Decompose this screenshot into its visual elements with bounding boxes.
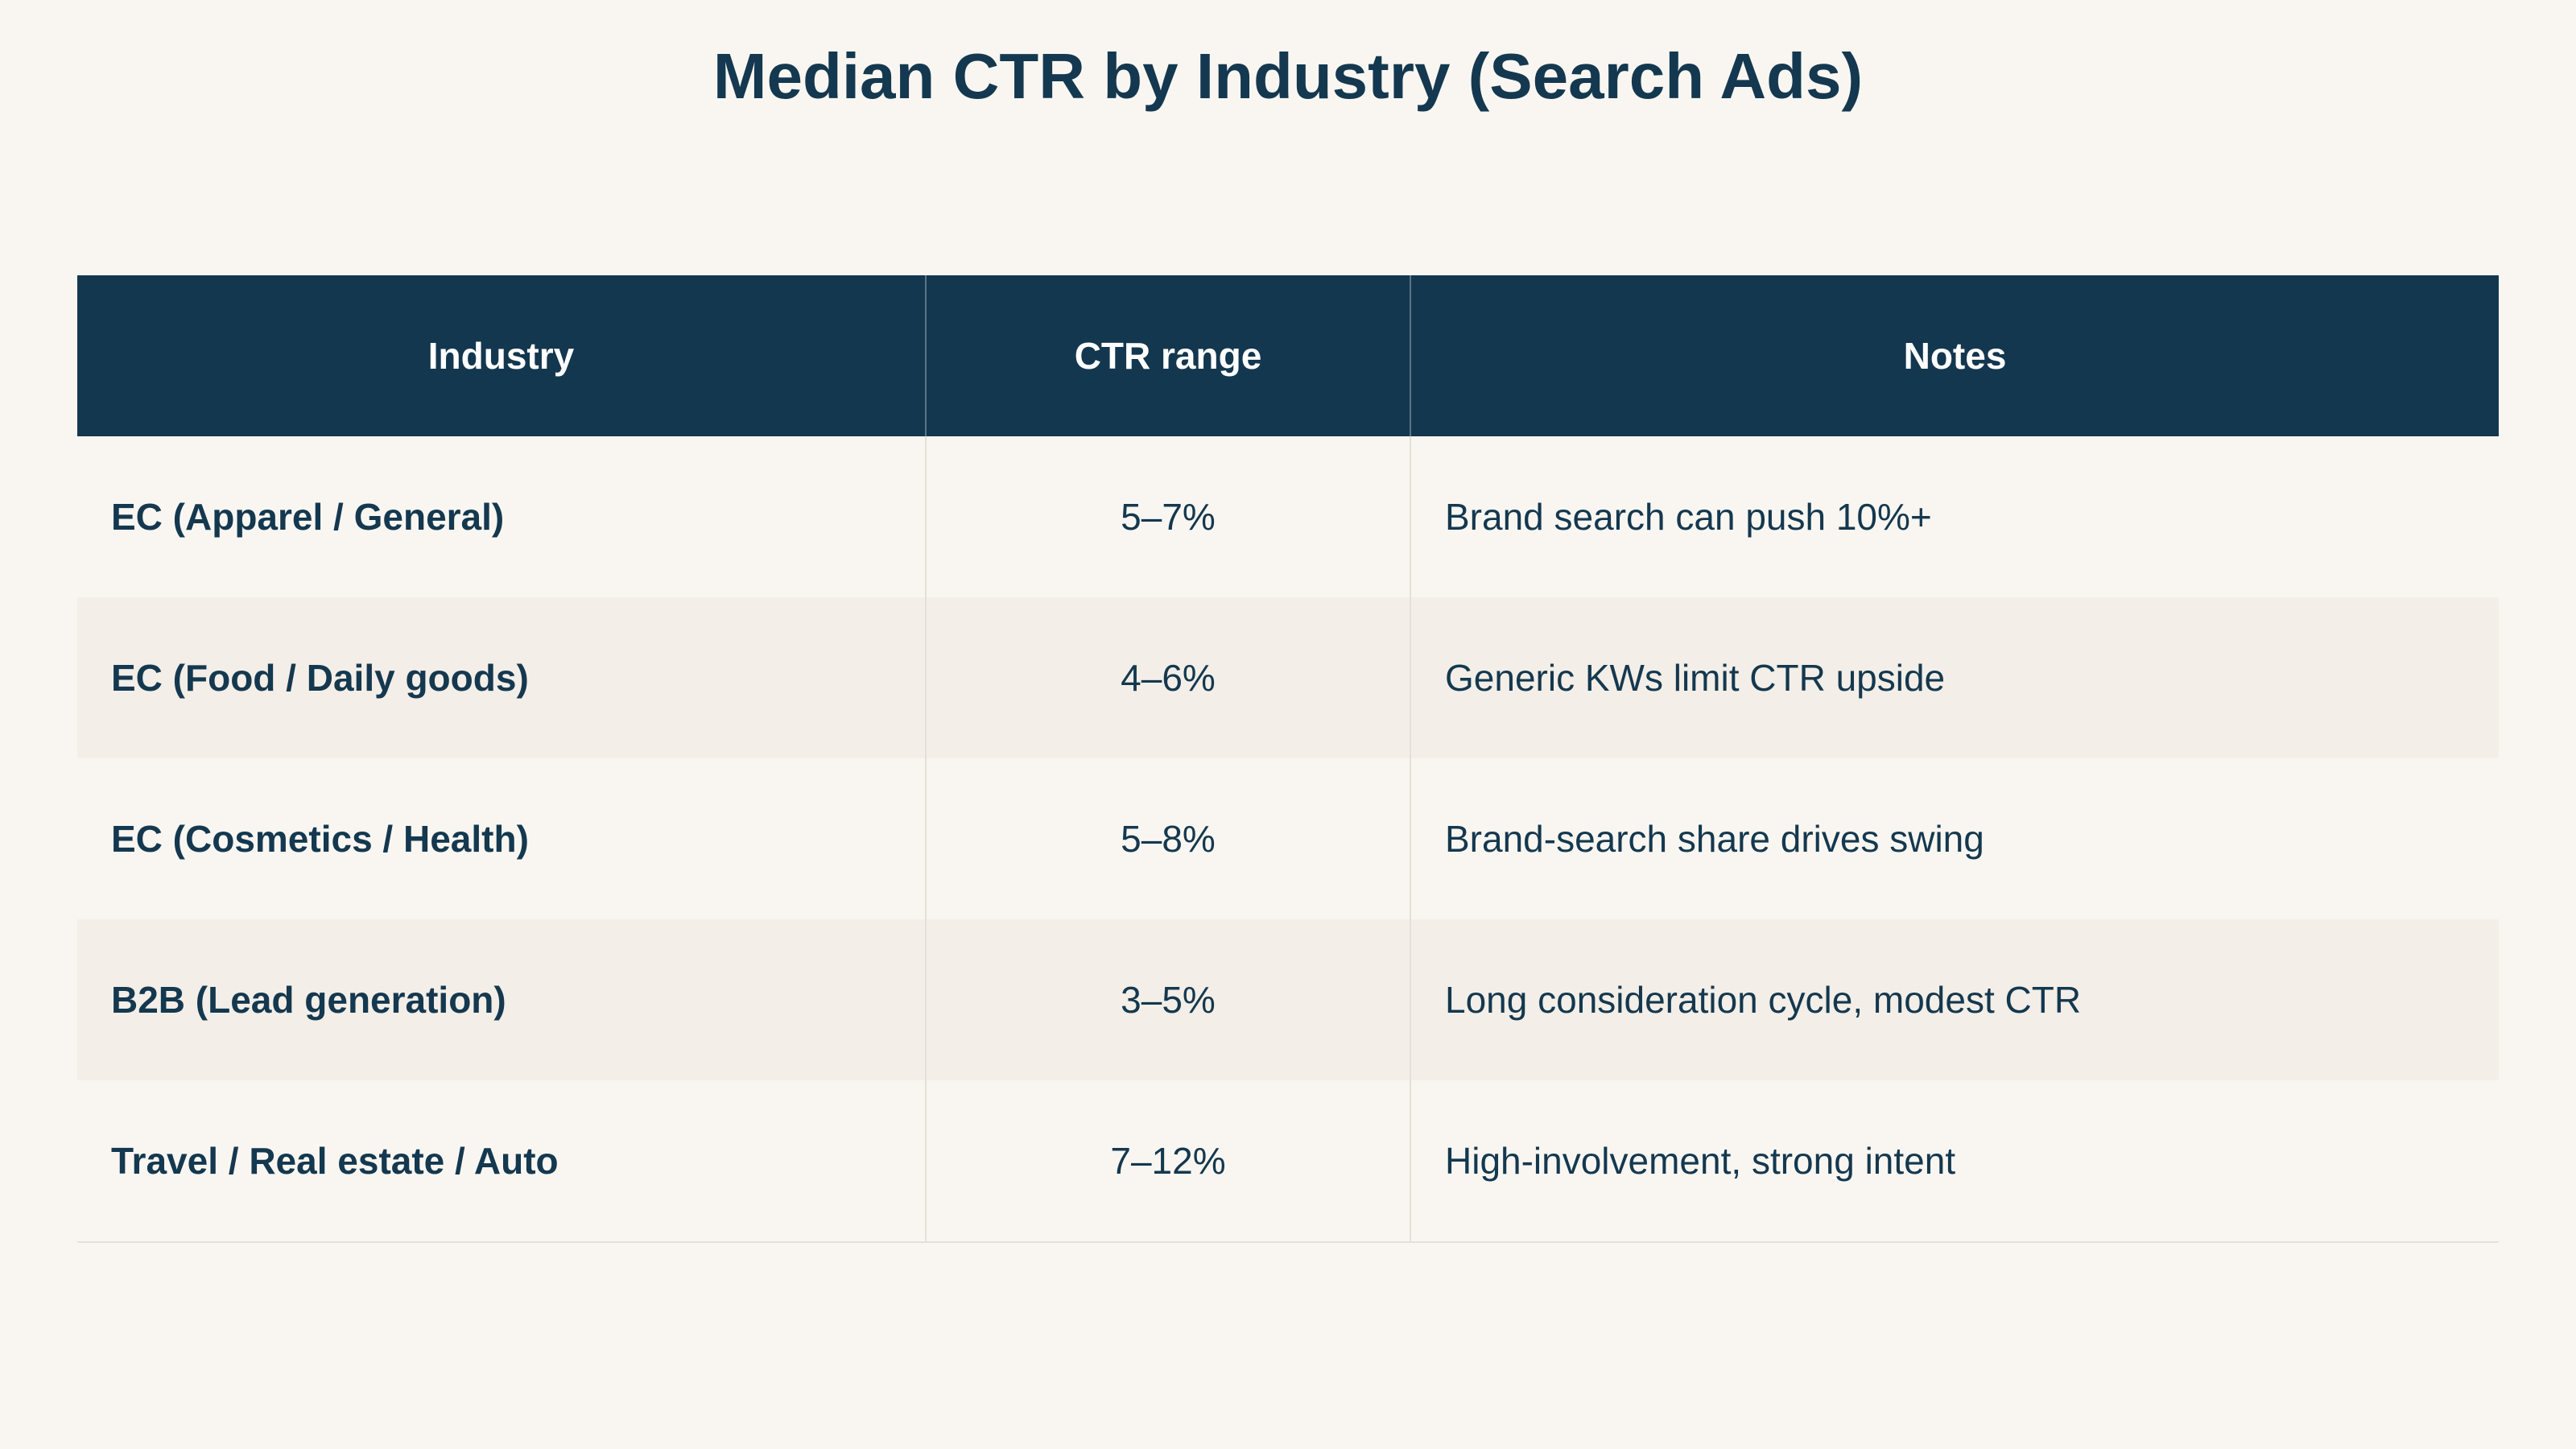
notes-cell: Generic KWs limit CTR upside	[1410, 597, 2499, 758]
table-row: EC (Apparel / General) 5–7% Brand search…	[77, 436, 2499, 597]
column-header-notes: Notes	[1410, 275, 2499, 436]
table-row: Travel / Real estate / Auto 7–12% High-i…	[77, 1080, 2499, 1243]
table-row: EC (Cosmetics / Health) 5–8% Brand-searc…	[77, 758, 2499, 919]
notes-cell: Brand search can push 10%+	[1410, 436, 2499, 597]
industry-cell: B2B (Lead generation)	[77, 919, 926, 1080]
notes-cell: Brand-search share drives swing	[1410, 758, 2499, 919]
ctr-range-cell: 7–12%	[925, 1080, 1410, 1243]
notes-cell: High-involvement, strong intent	[1410, 1080, 2499, 1243]
table-header-row: Industry CTR range Notes	[77, 275, 2499, 436]
industry-cell: EC (Food / Daily goods)	[77, 597, 926, 758]
ctr-range-cell: 5–7%	[925, 436, 1410, 597]
ctr-range-cell: 5–8%	[925, 758, 1410, 919]
industry-cell: EC (Cosmetics / Health)	[77, 758, 926, 919]
ctr-table: Industry CTR range Notes EC (Apparel / G…	[77, 275, 2499, 1243]
table-row: EC (Food / Daily goods) 4–6% Generic KWs…	[77, 597, 2499, 758]
page-title: Median CTR by Industry (Search Ads)	[712, 40, 1864, 112]
ctr-range-cell: 3–5%	[925, 919, 1410, 1080]
column-header-ctr-range: CTR range	[925, 275, 1410, 436]
industry-cell: Travel / Real estate / Auto	[77, 1080, 926, 1243]
column-header-industry: Industry	[77, 275, 926, 436]
industry-cell: EC (Apparel / General)	[77, 436, 926, 597]
table-row: B2B (Lead generation) 3–5% Long consider…	[77, 919, 2499, 1080]
ctr-range-cell: 4–6%	[925, 597, 1410, 758]
notes-cell: Long consideration cycle, modest CTR	[1410, 919, 2499, 1080]
